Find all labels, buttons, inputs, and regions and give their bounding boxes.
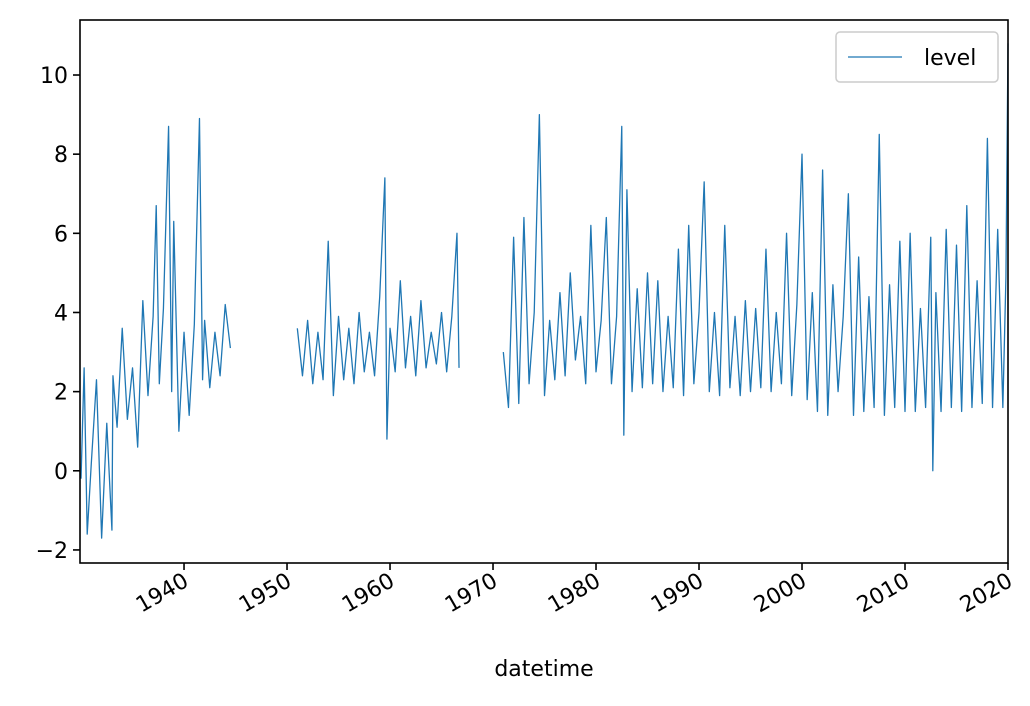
legend-box [835, 31, 999, 83]
y-tick-label: 8 [54, 143, 68, 168]
y-tick-label: 2 [54, 381, 68, 406]
y-tick-label: 10 [40, 64, 68, 89]
y-tick-label: −2 [36, 539, 68, 564]
y-tick-label: 6 [54, 222, 68, 247]
y-tick-label: 0 [54, 460, 68, 485]
plot-frame [79, 19, 1009, 564]
y-tick-label: 4 [54, 301, 68, 326]
legend-label: level [924, 46, 976, 71]
data-line [80, 43, 1009, 539]
x-axis-label: datetime [494, 657, 593, 682]
